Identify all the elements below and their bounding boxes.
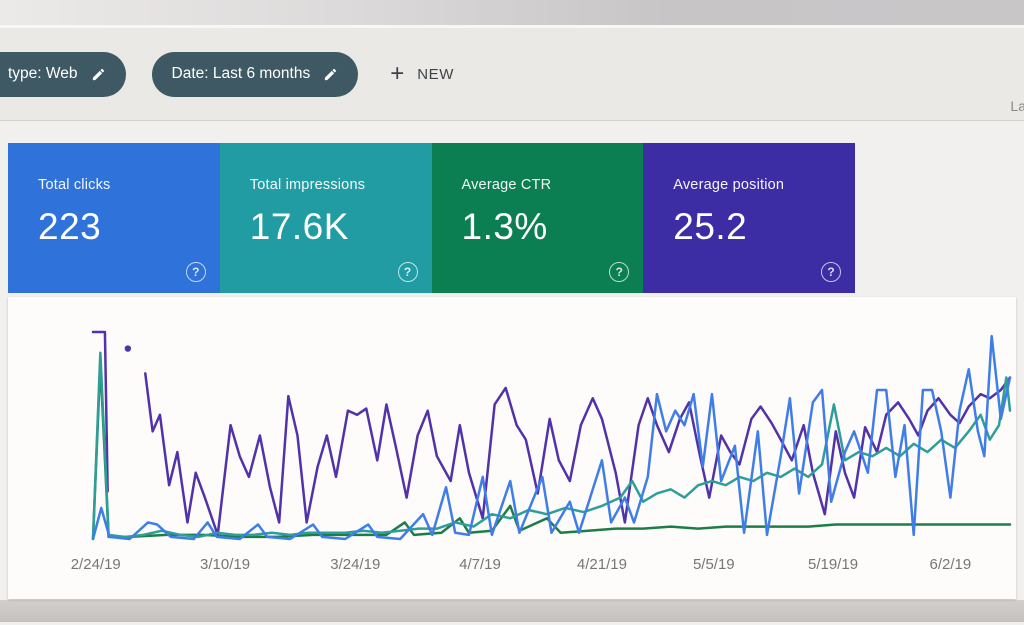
average-position-card[interactable]: Average position 25.2 ? xyxy=(643,143,855,293)
total-impressions-label: Total impressions xyxy=(249,177,366,193)
total-clicks-value: 223 xyxy=(38,206,102,247)
performance-chart-panel[interactable]: 2/24/19 3/10/19 3/24/19 4/7/19 4/21/19 5/5/19… xyxy=(8,297,1016,599)
date-filter-chip[interactable]: Date: Last 6 months xyxy=(151,51,359,97)
x-axis-tick-label: 3/10/19 xyxy=(200,556,250,573)
performance-chart-svg[interactable]: 2/24/19 3/10/19 3/24/19 4/7/19 4/21/19 5/5/19… xyxy=(8,297,1016,599)
date-filter-label: Date: Last 6 months xyxy=(171,65,311,82)
total-impressions-card[interactable]: Total impressions 17.6K ? xyxy=(219,143,432,293)
average-ctr-card[interactable]: Average CTR 1.3% ? xyxy=(431,143,644,293)
help-icon[interactable]: ? xyxy=(397,262,418,282)
x-axis-tick-label: 5/19/19 xyxy=(808,556,858,573)
filter-bar: type: Web Date: Last 6 months + NEW La xyxy=(0,28,1024,121)
total-impressions-value: 17.6K xyxy=(249,206,349,247)
x-axis-tick-label: 5/5/19 xyxy=(693,556,735,573)
photo-background-top xyxy=(0,0,1024,28)
edit-pencil-icon xyxy=(91,67,106,82)
photo-background-bottom xyxy=(0,600,1024,622)
total-clicks-card[interactable]: Total clicks 223 ? xyxy=(8,143,220,293)
last-updated-partial-text: La xyxy=(1010,98,1024,114)
help-icon[interactable]: ? xyxy=(185,262,206,282)
average-position-label: Average position xyxy=(673,177,785,193)
total-clicks-label: Total clicks xyxy=(38,177,111,193)
help-icon[interactable]: ? xyxy=(609,262,630,282)
average-ctr-value: 1.3% xyxy=(461,206,548,247)
x-axis-tick-label: 3/24/19 xyxy=(330,556,380,573)
metric-cards: Total clicks 223 ? Total impressions 17.… xyxy=(8,143,855,293)
new-filter-label: NEW xyxy=(417,65,455,83)
x-axis-tick-label: 2/24/19 xyxy=(71,556,121,573)
performance-report-content: Total clicks 223 ? Total impressions 17.… xyxy=(0,121,1024,600)
search-type-filter-chip[interactable]: type: Web xyxy=(0,51,126,97)
plus-icon: + xyxy=(390,60,405,87)
average-ctr-label: Average CTR xyxy=(461,177,552,193)
search-type-filter-label: type: Web xyxy=(8,65,78,82)
edit-pencil-icon xyxy=(323,67,338,82)
help-icon[interactable]: ? xyxy=(821,262,841,282)
new-filter-button[interactable]: + NEW xyxy=(390,62,454,86)
x-axis-tick-label: 4/7/19 xyxy=(459,556,501,573)
x-axis-tick-label: 4/21/19 xyxy=(577,556,627,573)
x-axis-tick-label: 6/2/19 xyxy=(930,556,972,573)
average-position-value: 25.2 xyxy=(673,206,748,247)
